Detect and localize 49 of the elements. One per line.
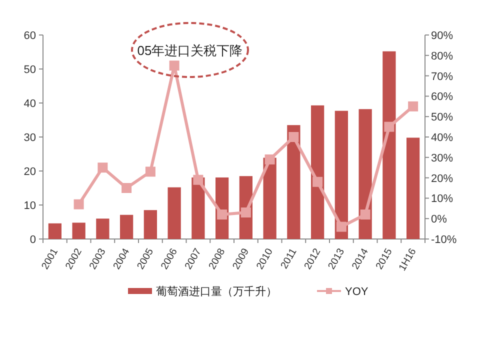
legend-label: YOY [345,286,369,298]
point [193,174,204,185]
point [336,222,346,232]
bar [72,222,86,239]
bar [263,158,276,239]
point [240,207,251,218]
y-tick-label: 40 [24,98,36,110]
y2-tick-label: -10% [431,234,457,246]
point [360,210,370,220]
y2-tick-label: 40% [431,132,454,144]
bar [120,214,134,239]
y2-tick-label: 90% [431,30,454,42]
legend-label: 葡萄酒进口量（万千升） [156,285,277,298]
annotation: 05年进口关税下降 [137,43,243,58]
y-tick-label: 20 [24,166,36,178]
point [384,122,394,132]
y-tick-label: 10 [24,200,36,212]
point [169,60,180,71]
point [74,199,84,210]
y2-tick-label: 80% [431,50,454,62]
y-tick-label: 0 [30,234,36,246]
bar [358,109,372,239]
bar [96,218,110,239]
bar [334,110,348,239]
y2-tick-label: 70% [431,70,454,83]
y-tick-label: 30 [24,132,36,144]
point [288,132,299,142]
point [145,166,156,177]
y2-tick-label: 10% [431,193,454,206]
bar [48,223,62,239]
y2-tick-label: 60% [431,91,454,104]
y2-tick-label: 20% [431,172,454,185]
y-tick-label: 60 [24,30,36,42]
point [264,154,275,164]
bar [310,105,324,239]
point [217,210,228,220]
point [312,176,323,187]
point [98,162,108,173]
bar [287,125,300,239]
point [122,183,132,193]
y2-tick-label: 30% [431,152,454,164]
y-tick-label: 50 [24,64,36,76]
y2-tick-label: 0% [431,214,448,226]
y2-tick-label: 50% [431,112,454,124]
point [408,101,418,112]
bar [144,210,158,239]
bar [168,187,181,239]
bar [406,138,420,239]
bar [382,51,396,239]
